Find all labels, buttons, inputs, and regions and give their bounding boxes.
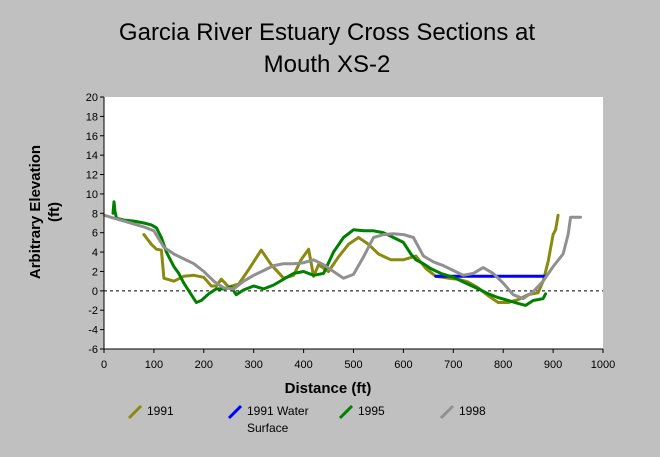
y-axis-title-line-1: Arbitrary Elevation [27, 145, 44, 279]
x-tick-label-600: 600 [394, 359, 412, 371]
chart-title-line-2: Mouth XS-2 [264, 51, 391, 78]
legend-label-1991-water-surface-line-2: Surface [247, 421, 289, 435]
x-tick-label-200: 200 [195, 359, 213, 371]
y-tick-label-18: 18 [86, 111, 98, 123]
legend-label-1991: 1991 [147, 404, 174, 418]
legend-item-1995: 1995 [338, 404, 385, 420]
legend-label-1995: 1995 [358, 404, 385, 418]
y-tick-label-4: 4 [92, 247, 98, 259]
legend-swatch-1991-water-surface [227, 404, 243, 420]
legend-label-1998: 1998 [459, 404, 486, 418]
y-tick-label--2: -2 [88, 305, 98, 317]
y-tick-label--6: -6 [88, 344, 98, 356]
legend-swatch-1998 [439, 404, 455, 420]
y-tick-label-0: 0 [92, 286, 98, 298]
y-axis-title-line-2: (ft) [46, 202, 63, 222]
legend-item-1991-water-surface: 1991 Water Surface [227, 404, 309, 435]
legend-item-1998: 1998 [439, 404, 486, 420]
series-line-1991 [142, 213, 560, 304]
y-tick-label-16: 16 [86, 131, 98, 143]
y-tick-label-2: 2 [92, 266, 98, 278]
x-tick-label-100: 100 [145, 359, 163, 371]
x-tick-label-300: 300 [245, 359, 263, 371]
x-tick-label-0: 0 [101, 359, 107, 371]
y-tick-label-8: 8 [92, 208, 98, 220]
y-tick-label-20: 20 [86, 92, 98, 104]
y-tick-label-6: 6 [92, 228, 98, 240]
y-tick-label-12: 12 [86, 170, 98, 182]
legend-item-1991: 1991 [127, 404, 174, 420]
x-tick-label-400: 400 [294, 359, 312, 371]
y-tick-label-10: 10 [86, 189, 98, 201]
legend-label-1991-water-surface-line-1: 1991 Water [247, 404, 309, 418]
legend: 1991 1991 Water Surface 1995 1998 [127, 404, 486, 435]
x-tick-label-500: 500 [344, 359, 362, 371]
series-line-1995 [111, 200, 548, 307]
x-tick-label-700: 700 [444, 359, 462, 371]
x-tick-label-900: 900 [544, 359, 562, 371]
legend-swatch-1995 [338, 404, 354, 420]
chart-title-line-1: Garcia River Estuary Cross Sections at [119, 19, 535, 46]
plot-area [104, 97, 603, 349]
legend-swatch-1991 [127, 404, 143, 420]
x-axis-title: Distance (ft) [285, 380, 372, 397]
y-tick-label-14: 14 [86, 150, 98, 162]
y-tick-label--4: -4 [88, 325, 98, 337]
series-line-1998 [102, 213, 582, 301]
x-tick-label-1000: 1000 [591, 359, 615, 371]
x-tick-label-800: 800 [494, 359, 512, 371]
